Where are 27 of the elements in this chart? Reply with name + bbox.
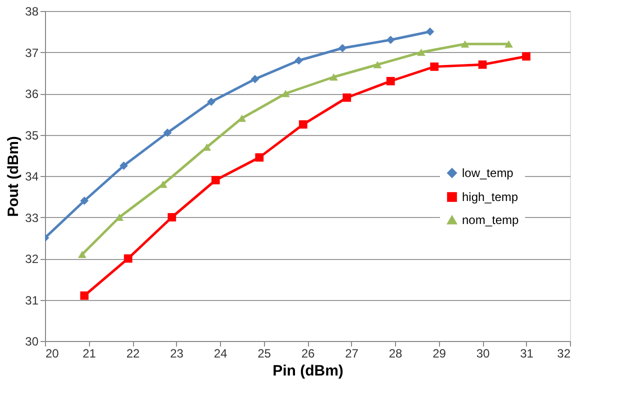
y-tick-label: 37 [25,46,39,60]
y-tick-label: 34 [25,170,39,184]
x-tick-label: 26 [301,346,315,360]
x-tick-label: 22 [126,346,140,360]
x-tick-label: 25 [258,346,272,360]
y-tick-label: 38 [25,4,39,18]
x-tick-label: 21 [82,346,96,360]
x-tick-label: 27 [345,346,359,360]
x-tick-label: 28 [388,346,402,360]
x-tick-label: 32 [557,346,571,360]
x-tick-label: 23 [170,346,184,360]
y-axis-title: Pout (dBm) [5,136,22,217]
y-tick-label: 33 [25,210,39,225]
y-tick-label: 36 [25,87,39,101]
y-tick-label: 35 [25,128,39,142]
x-tick-label: 31 [520,346,534,360]
legend-label: nom_temp [462,213,520,227]
legend-label: high_temp [462,190,518,204]
y-tick-label: 30 [25,334,39,348]
x-tick-label: 30 [476,346,490,360]
x-tick-label: 29 [432,346,446,360]
y-tick-label: 31 [25,293,39,308]
legend-label: low_temp [462,166,514,180]
x-tick-label: 20 [46,346,60,360]
x-axis-title: Pin (dBm) [272,362,344,380]
x-tick-label: 24 [214,346,228,360]
y-tick-label: 32 [25,252,39,266]
